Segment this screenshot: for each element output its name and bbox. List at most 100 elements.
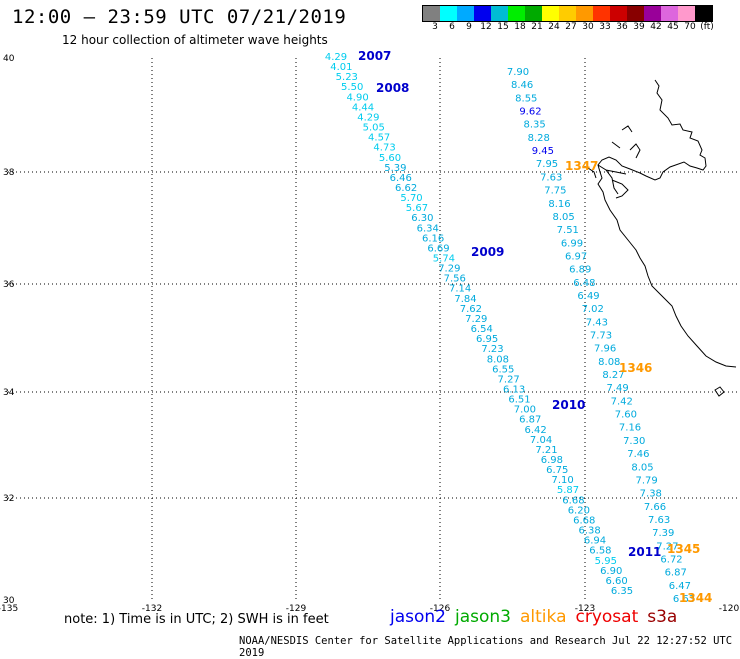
wave-height-value: 6.69 bbox=[427, 243, 449, 254]
pass-time-label: 2011 bbox=[628, 545, 661, 559]
color-swatch bbox=[525, 6, 542, 21]
pass-time-label: 2008 bbox=[376, 81, 409, 95]
color-scale-label: 33 bbox=[599, 22, 611, 32]
wave-height-value: 5.95 bbox=[595, 556, 617, 567]
longitude-tick-label: -132 bbox=[142, 604, 162, 614]
wave-height-value: 6.89 bbox=[569, 265, 591, 276]
wave-height-value: 7.21 bbox=[535, 445, 557, 456]
wave-height-value: 5.60 bbox=[379, 153, 401, 164]
wave-height-value: 6.90 bbox=[600, 566, 622, 577]
wave-height-value: 7.56 bbox=[444, 274, 466, 285]
wave-height-value: 7.16 bbox=[619, 423, 641, 434]
wave-height-value: 7.75 bbox=[544, 186, 566, 197]
wave-height-value: 8.16 bbox=[548, 199, 570, 210]
wave-height-value: 7.27 bbox=[498, 374, 520, 385]
wave-height-value: 6.13 bbox=[503, 384, 525, 395]
wave-height-value: 4.29 bbox=[357, 112, 379, 123]
wave-height-value: 7.63 bbox=[540, 172, 562, 183]
pass-time-labels: 2007 2008 2009 2010 2011 1347 1346 1345 1344 bbox=[358, 49, 712, 605]
color-scale-label: 24 bbox=[548, 22, 560, 32]
color-scale-label: 15 bbox=[497, 22, 509, 32]
color-scale-label: (ft) bbox=[700, 22, 714, 32]
wave-height-value: 4.90 bbox=[346, 92, 368, 103]
color-swatch bbox=[423, 6, 440, 21]
wave-height-value: 7.73 bbox=[590, 331, 612, 342]
wave-height-value: 6.48 bbox=[573, 278, 595, 289]
color-swatch bbox=[610, 6, 627, 21]
wave-height-value: 6.98 bbox=[541, 455, 563, 466]
color-swatch bbox=[695, 6, 712, 21]
wave-height-value: 7.66 bbox=[644, 502, 666, 513]
color-scale-label: 6 bbox=[449, 22, 455, 32]
wave-height-value: 7.27 bbox=[656, 541, 678, 552]
delta bbox=[611, 125, 641, 159]
satellite-name: s3a bbox=[647, 607, 678, 627]
wave-height-value: 7.29 bbox=[438, 264, 460, 275]
pass-time-label: 1347 bbox=[565, 159, 598, 173]
wave-height-value: 8.28 bbox=[528, 133, 550, 144]
pass-time-label: 2010 bbox=[552, 398, 585, 412]
wave-height-value: 4.44 bbox=[352, 102, 374, 113]
wave-height-value: 6.35 bbox=[611, 586, 633, 597]
wave-height-value: 7.46 bbox=[627, 449, 649, 460]
wave-height-value: 6.46 bbox=[390, 173, 412, 184]
pass-time-label: 2007 bbox=[358, 49, 391, 63]
wave-height-value: 6.60 bbox=[605, 576, 627, 587]
wave-height-value: 6.87 bbox=[665, 568, 687, 579]
wave-height-value: 7.43 bbox=[586, 317, 608, 328]
wave-height-value: 7.51 bbox=[557, 225, 579, 236]
latitude-tick-label: 36 bbox=[3, 280, 15, 290]
pass-time-label: 2009 bbox=[471, 245, 504, 259]
longitude-tick-label: -120 bbox=[719, 604, 740, 614]
color-scale-label: 39 bbox=[633, 22, 645, 32]
credit-line: NOAA/NESDIS Center for Satellite Applica… bbox=[239, 635, 733, 659]
wave-height-value: 7.96 bbox=[594, 344, 616, 355]
wave-height-value: 8.55 bbox=[515, 93, 537, 104]
wave-height-value: 7.62 bbox=[460, 304, 482, 315]
wave-height-value: 6.47 bbox=[669, 581, 691, 592]
color-swatch bbox=[661, 6, 678, 21]
wave-height-value: 6.94 bbox=[584, 536, 606, 547]
satellite-name: jason2 bbox=[390, 607, 446, 627]
wave-height-value: 7.30 bbox=[623, 436, 645, 447]
color-scale-label: 36 bbox=[616, 22, 628, 32]
wave-height-value: 8.05 bbox=[631, 462, 653, 473]
page-subtitle: 12 hour collection of altimeter wave hei… bbox=[62, 33, 328, 47]
wave-height-value: 5.87 bbox=[557, 485, 579, 496]
wave-height-value: 8.46 bbox=[511, 80, 533, 91]
color-swatch bbox=[542, 6, 559, 21]
wave-height-value: 6.34 bbox=[417, 223, 439, 234]
wave-height-value: 8.08 bbox=[487, 354, 509, 365]
wave-height-value: 5.39 bbox=[384, 163, 406, 174]
wave-height-value: 6.68 bbox=[573, 515, 595, 526]
wave-height-value: 7.60 bbox=[615, 410, 637, 421]
wave-height-value: 7.00 bbox=[514, 405, 536, 416]
wave-height-value: 6.51 bbox=[508, 395, 530, 406]
pass-time-label: 1346 bbox=[619, 361, 652, 375]
latitude-tick-label: 32 bbox=[3, 494, 14, 504]
wave-height-value: 6.42 bbox=[525, 425, 547, 436]
wave-height-value: 6.55 bbox=[492, 364, 514, 375]
wave-height-value: 6.38 bbox=[578, 526, 600, 537]
wave-height-value: 6.58 bbox=[589, 546, 611, 557]
page-title: 12:00 – 23:59 UTC 07/21/2019 bbox=[12, 6, 347, 28]
satellite-name: jason3 bbox=[455, 607, 511, 627]
wave-height-value: 9.45 bbox=[532, 146, 554, 157]
map-grid: -135 -132 -129 -126 -123 -120 40 38 36 34 32 30 bbox=[0, 54, 740, 614]
wave-height-value: 7.84 bbox=[454, 294, 476, 305]
wave-height-value: 5.50 bbox=[341, 82, 363, 93]
wave-height-value: 6.68 bbox=[562, 495, 584, 506]
wave-height-value: 7.29 bbox=[465, 314, 487, 325]
color-scale-bar bbox=[422, 5, 713, 22]
color-scale-label: 12 bbox=[480, 22, 492, 32]
wave-height-value: 7.10 bbox=[552, 475, 574, 486]
color-scale-label: 70 bbox=[684, 22, 696, 32]
color-scale-label: 3 bbox=[432, 22, 438, 32]
wave-height-value: 5.67 bbox=[406, 203, 428, 214]
sf-bay bbox=[587, 164, 629, 199]
color-swatch bbox=[627, 6, 644, 21]
wave-height-value: 4.57 bbox=[368, 133, 390, 144]
color-swatch bbox=[593, 6, 610, 21]
wave-height-value: 7.90 bbox=[507, 67, 529, 78]
